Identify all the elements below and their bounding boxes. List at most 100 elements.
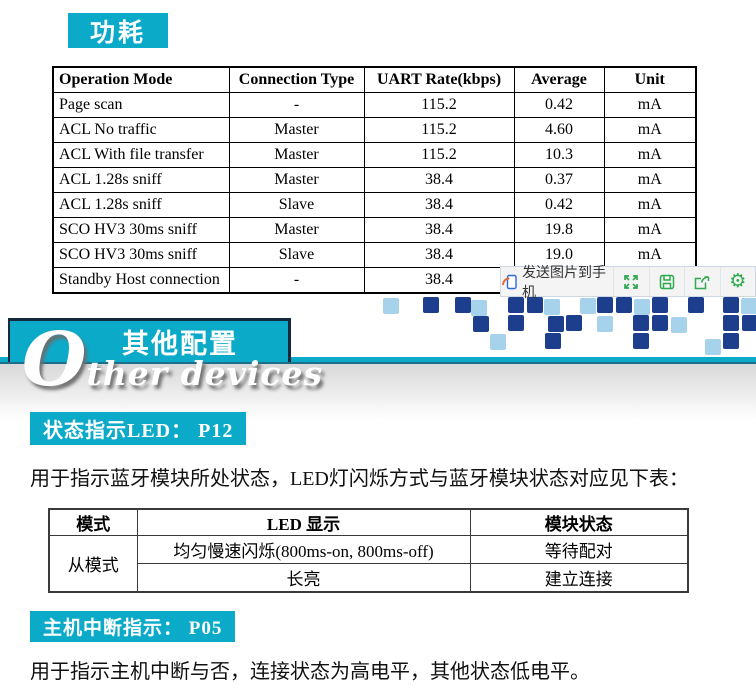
- decor-square: [597, 316, 613, 332]
- decor-square: [473, 316, 489, 332]
- share-icon: [693, 273, 711, 291]
- expand-icon: [622, 273, 640, 291]
- table-cell: 115.2: [363, 92, 515, 118]
- table-cell: Master: [228, 142, 365, 168]
- decor-square: [490, 334, 506, 350]
- decor-square: [508, 315, 524, 331]
- send-to-phone-button[interactable]: 发送图片到手机: [501, 264, 613, 300]
- host-description-paragraph: 用于指示主机中断与否，连接状态为高电平，其他状态低电平。: [30, 661, 590, 683]
- decor-square: [688, 297, 704, 313]
- table-cell: 115.2: [363, 142, 515, 168]
- teal-divider-line: [0, 357, 756, 364]
- decor-square: [545, 333, 561, 349]
- table-cell: mA: [603, 192, 697, 218]
- table-cell: Page scan: [52, 92, 230, 118]
- table-row: 从模式 均匀慢速闪烁(800ms-on, 800ms-off) 等待配对: [48, 535, 689, 593]
- table-cell: 38.4: [363, 267, 515, 294]
- decor-square: [723, 315, 739, 331]
- table-cell: Master: [228, 217, 365, 243]
- column-header: Connection Type: [228, 66, 365, 93]
- subtitle-initial: O: [22, 317, 87, 403]
- table-cell: 38.4: [363, 217, 515, 243]
- table-cell: 38.4: [363, 242, 515, 268]
- decor-square: [742, 315, 756, 331]
- table-cell: 长亮: [136, 563, 471, 593]
- subtitle-rest: ther devices: [86, 354, 324, 393]
- send-to-phone-icon: [501, 273, 517, 291]
- settings-button[interactable]: ⚙: [719, 267, 756, 296]
- led-status-badge: 状态指示LED： P12: [30, 412, 247, 445]
- decor-square: [633, 333, 649, 349]
- column-header: Operation Mode: [52, 66, 230, 93]
- led-status-table: 模式 LED 显示 模块状态 从模式 均匀慢速闪烁(800ms-on, 800ms-o…: [48, 508, 689, 593]
- save-button[interactable]: [648, 267, 685, 296]
- table-cell: SCO HV3 30ms sniff: [52, 242, 230, 268]
- table-row: 长亮 建立连接: [49, 563, 689, 593]
- table-cell: 10.3: [513, 142, 605, 168]
- table-cell: 19.8: [513, 217, 605, 243]
- table-cell: 0.42: [513, 192, 605, 218]
- table-cell: mA: [603, 92, 697, 118]
- decor-square: [705, 339, 721, 355]
- table-cell: Master: [228, 167, 365, 193]
- table-cell: 建立连接: [469, 563, 689, 593]
- column-header: 模式: [48, 508, 138, 536]
- decor-square: [652, 315, 668, 331]
- decor-square: [634, 299, 650, 315]
- table-cell: mA: [603, 167, 697, 193]
- column-header: LED 显示: [136, 508, 471, 536]
- table-cell: ACL No traffic: [52, 117, 230, 143]
- share-button[interactable]: [684, 267, 720, 296]
- table-cell: Slave: [228, 192, 365, 218]
- expand-button[interactable]: [613, 267, 649, 296]
- table-cell: -: [228, 267, 365, 294]
- table-row: SCO HV3 30ms sniff Master 38.4 19.8 mA: [52, 217, 697, 243]
- table-cell: 19.0: [513, 242, 605, 268]
- table-cell: Standby Host connection: [52, 267, 230, 294]
- table-cell: ACL 1.28s sniff: [52, 167, 230, 193]
- table-row: SCO HV3 30ms sniff Slave 38.4 19.0 mA: [52, 242, 697, 268]
- send-to-phone-label: 发送图片到手机: [522, 263, 606, 300]
- image-viewer-toolbar: 发送图片到手机: [500, 264, 756, 300]
- table-cell: ACL 1.28s sniff: [52, 192, 230, 218]
- section-divider-band: [0, 362, 756, 420]
- decor-square: [633, 315, 649, 331]
- table-cell: mA: [603, 217, 697, 243]
- power-consumption-table: Operation Mode Connection Type UART Rate(k…: [52, 66, 697, 294]
- table-cell: 等待配对: [469, 535, 689, 564]
- column-header: UART Rate(kbps): [363, 66, 515, 93]
- table-cell: 0.37: [513, 167, 605, 193]
- table-cell: 38.4: [363, 192, 515, 218]
- table-row: Page scan -115.2 0.42 mA: [52, 92, 697, 118]
- decor-square: [383, 298, 399, 314]
- column-header: Average: [513, 66, 605, 93]
- table-cell: 从模式: [48, 535, 138, 593]
- decor-square: [548, 316, 564, 332]
- decor-square: [652, 297, 668, 313]
- decor-square: [471, 300, 487, 316]
- table-cell: ACL With file transfer: [52, 142, 230, 168]
- table-header-row: Operation Mode Connection Type UART Rate(k…: [52, 66, 697, 93]
- table-cell: 38.4: [363, 167, 515, 193]
- table-cell: mA: [603, 142, 697, 168]
- column-header: Unit: [603, 66, 697, 93]
- table-cell: mA: [603, 117, 697, 143]
- table-cell: 均匀慢速闪烁(800ms-on, 800ms-off): [136, 535, 471, 564]
- host-interrupt-badge: 主机中断指示： P05: [30, 611, 236, 642]
- decor-square: [723, 297, 739, 313]
- decor-square: [455, 297, 471, 313]
- other-config-section-title: 其他配置: [8, 318, 291, 362]
- save-icon: [658, 273, 676, 291]
- decor-square: [566, 315, 582, 331]
- table-cell: 4.60: [513, 117, 605, 143]
- power-section-title: 功耗: [68, 13, 168, 48]
- decor-square: [741, 298, 756, 314]
- led-description-paragraph: 用于指示蓝牙模块所处状态，LED灯闪烁方式与蓝牙模块状态对应见下表：: [30, 468, 689, 490]
- table-row: ACL 1.28s sniff Slave 38.4 0.42 mA: [52, 192, 697, 218]
- decor-square: [616, 297, 632, 313]
- table-cell: Master: [228, 117, 365, 143]
- table-row: ACL 1.28s sniff Master 38.4 0.37 mA: [52, 167, 697, 193]
- decor-square: [423, 297, 439, 313]
